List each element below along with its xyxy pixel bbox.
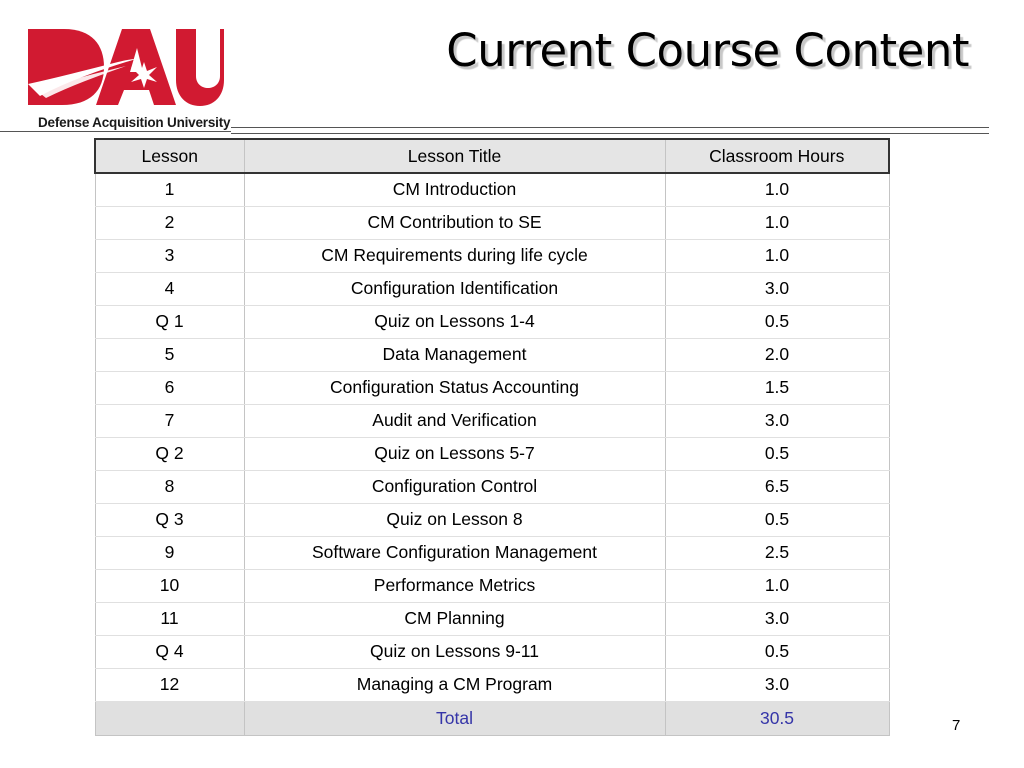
hours-cell: 0.5 [664, 305, 890, 339]
hours-cell: 1.0 [664, 569, 890, 603]
table-header-row: Lesson Lesson Title Classroom Hours [94, 138, 890, 174]
dau-logo-mark [28, 29, 224, 106]
lesson-cell: 10 [94, 569, 245, 603]
lesson-cell: 12 [94, 668, 245, 702]
table-row: 6 Configuration Status Accounting 1.5 [94, 371, 890, 405]
table-row: 10 Performance Metrics 1.0 [94, 569, 890, 603]
header-rule-right [231, 127, 989, 134]
table-row: 9 Software Configuration Management 2.5 [94, 536, 890, 570]
lesson-cell: Q 1 [94, 305, 245, 339]
hours-cell: 2.5 [664, 536, 890, 570]
lesson-cell: Q 4 [94, 635, 245, 669]
lesson-title-cell: Configuration Control [243, 470, 666, 504]
dau-logo: Defense Acquisition University [26, 26, 231, 136]
lesson-cell: 1 [94, 173, 245, 207]
lesson-title-cell: Quiz on Lessons 9-11 [243, 635, 666, 669]
lesson-cell: 3 [94, 239, 245, 273]
total-label-cell: Total [243, 700, 666, 736]
table-row: 5 Data Management 2.0 [94, 338, 890, 372]
lesson-title-cell: CM Planning [243, 602, 666, 636]
lesson-cell: 7 [94, 404, 245, 438]
lesson-cell: 2 [94, 206, 245, 240]
hours-cell: 1.0 [664, 206, 890, 240]
header-classroom-hours: Classroom Hours [664, 138, 890, 174]
lesson-title-cell: CM Requirements during life cycle [243, 239, 666, 273]
hours-cell: 1.0 [664, 173, 890, 207]
table-row: Q 3 Quiz on Lesson 8 0.5 [94, 503, 890, 537]
table-row: 7 Audit and Verification 3.0 [94, 404, 890, 438]
lesson-cell: 4 [94, 272, 245, 306]
lesson-title-cell: Quiz on Lesson 8 [243, 503, 666, 537]
table-row: 1 CM Introduction 1.0 [94, 173, 890, 207]
lesson-title-cell: Performance Metrics [243, 569, 666, 603]
hours-cell: 1.0 [664, 239, 890, 273]
lesson-title-cell: Software Configuration Management [243, 536, 666, 570]
lesson-cell: Q 3 [94, 503, 245, 537]
lesson-cell: 6 [94, 371, 245, 405]
table-row: Q 2 Quiz on Lessons 5-7 0.5 [94, 437, 890, 471]
hours-cell: 3.0 [664, 602, 890, 636]
lesson-cell: 5 [94, 338, 245, 372]
table-row: Q 1 Quiz on Lessons 1-4 0.5 [94, 305, 890, 339]
lesson-title-cell: Audit and Verification [243, 404, 666, 438]
lesson-title-cell: Quiz on Lessons 5-7 [243, 437, 666, 471]
header-lesson: Lesson [94, 138, 245, 174]
table-row: Q 4 Quiz on Lessons 9-11 0.5 [94, 635, 890, 669]
course-content-table: Lesson Lesson Title Classroom Hours 1 CM… [94, 138, 890, 736]
lesson-title-cell: Configuration Identification [243, 272, 666, 306]
table-row: 4 Configuration Identification 3.0 [94, 272, 890, 306]
lesson-title-cell: CM Contribution to SE [243, 206, 666, 240]
hours-cell: 2.0 [664, 338, 890, 372]
total-hours-cell: 30.5 [664, 700, 890, 736]
hours-cell: 0.5 [664, 437, 890, 471]
hours-cell: 3.0 [664, 404, 890, 438]
lesson-title-cell: Configuration Status Accounting [243, 371, 666, 405]
table-row: 8 Configuration Control 6.5 [94, 470, 890, 504]
hours-cell: 3.0 [664, 272, 890, 306]
hours-cell: 0.5 [664, 503, 890, 537]
lesson-cell: 11 [94, 602, 245, 636]
lesson-title-cell: Data Management [243, 338, 666, 372]
table-row: 11 CM Planning 3.0 [94, 602, 890, 636]
total-lesson-cell [94, 700, 245, 736]
star-burst-icon [131, 62, 157, 88]
hours-cell: 1.5 [664, 371, 890, 405]
lesson-title-cell: Managing a CM Program [243, 668, 666, 702]
lesson-title-cell: Quiz on Lessons 1-4 [243, 305, 666, 339]
slide-title: Current Course Content [446, 24, 969, 77]
total-row: Total 30.5 [94, 700, 890, 736]
lesson-title-cell: CM Introduction [243, 173, 666, 207]
header-lesson-title: Lesson Title [243, 138, 666, 174]
table-row: 12 Managing a CM Program 3.0 [94, 668, 890, 702]
hours-cell: 0.5 [664, 635, 890, 669]
hours-cell: 3.0 [664, 668, 890, 702]
logo-caption: Defense Acquisition University [38, 115, 231, 130]
table-row: 2 CM Contribution to SE 1.0 [94, 206, 890, 240]
lesson-cell: 9 [94, 536, 245, 570]
hours-cell: 6.5 [664, 470, 890, 504]
lesson-cell: Q 2 [94, 437, 245, 471]
header-rule-left [0, 131, 231, 132]
lesson-cell: 8 [94, 470, 245, 504]
page-number: 7 [952, 717, 961, 734]
table-row: 3 CM Requirements during life cycle 1.0 [94, 239, 890, 273]
